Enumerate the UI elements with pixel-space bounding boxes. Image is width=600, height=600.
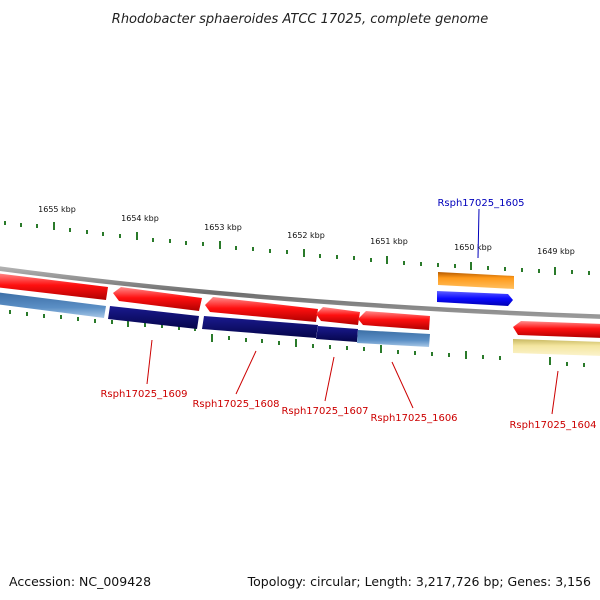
leader-1604: [551, 370, 559, 415]
kbp-label: 1651 kbp: [370, 237, 408, 246]
kbp-label: 1649 kbp: [537, 247, 575, 256]
leader-1606: [391, 361, 414, 409]
navy-feature-1608b[interactable]: [202, 316, 318, 338]
yellow-feature-1604[interactable]: [513, 339, 600, 356]
cds-arrow-1607b[interactable]: [316, 307, 360, 325]
kbp-labels: 1655 kbp 1654 kbp 1653 kbp 1652 kbp 1651…: [38, 205, 575, 256]
gene-label-1606[interactable]: Rsph17025_1606: [370, 413, 457, 424]
kbp-label: 1654 kbp: [121, 214, 159, 223]
leader-1609: [146, 339, 153, 385]
leader-1608: [235, 350, 257, 395]
genome-backbone: [0, 266, 600, 319]
gene-label-1608[interactable]: Rsph17025_1608: [192, 399, 279, 410]
label-leaders: [146, 208, 559, 415]
kbp-label: 1653 kbp: [204, 223, 242, 232]
gene-label-1607[interactable]: Rsph17025_1607: [281, 406, 368, 417]
gene-label-1604[interactable]: Rsph17025_1604: [509, 420, 596, 431]
steel-feature-1606[interactable]: [357, 330, 430, 347]
gene-label-1605[interactable]: Rsph17025_1605: [437, 198, 524, 209]
navy-feature-1608a[interactable]: [108, 306, 199, 329]
cds-arrow-1608[interactable]: [113, 287, 202, 311]
accession-text: Accession: NC_009428: [9, 574, 151, 589]
kbp-label: 1652 kbp: [287, 231, 325, 240]
cds-arrow-1607[interactable]: [205, 297, 318, 322]
gene-labels: Rsph17025_1605 Rsph17025_1609 Rsph17025_…: [100, 198, 596, 431]
inner-kbp-ticks: [9, 310, 585, 367]
reverse-strand-features: [0, 291, 600, 356]
topology-text: Topology: circular; Length: 3,217,726 bp…: [247, 574, 591, 589]
gene-label-1609[interactable]: Rsph17025_1609: [100, 389, 187, 400]
genome-title: Rhodobacter sphaeroides ATCC 17025, comp…: [112, 12, 488, 27]
outer-kbp-ticks: [4, 221, 590, 275]
leader-1607: [324, 356, 335, 402]
blue-feature-1605[interactable]: [437, 291, 513, 306]
orange-feature-1605[interactable]: [438, 272, 514, 289]
leader-1605: [477, 208, 480, 259]
kbp-label: 1655 kbp: [38, 205, 76, 214]
steel-feature-1609[interactable]: [0, 292, 106, 318]
cds-arrow-1609[interactable]: [0, 273, 108, 300]
cds-arrow-1604[interactable]: [513, 321, 600, 338]
cds-arrow-1606[interactable]: [358, 311, 430, 330]
navy-feature-1607[interactable]: [316, 326, 358, 342]
kbp-label: 1650 kbp: [454, 243, 492, 252]
forward-strand-features: [0, 272, 600, 338]
